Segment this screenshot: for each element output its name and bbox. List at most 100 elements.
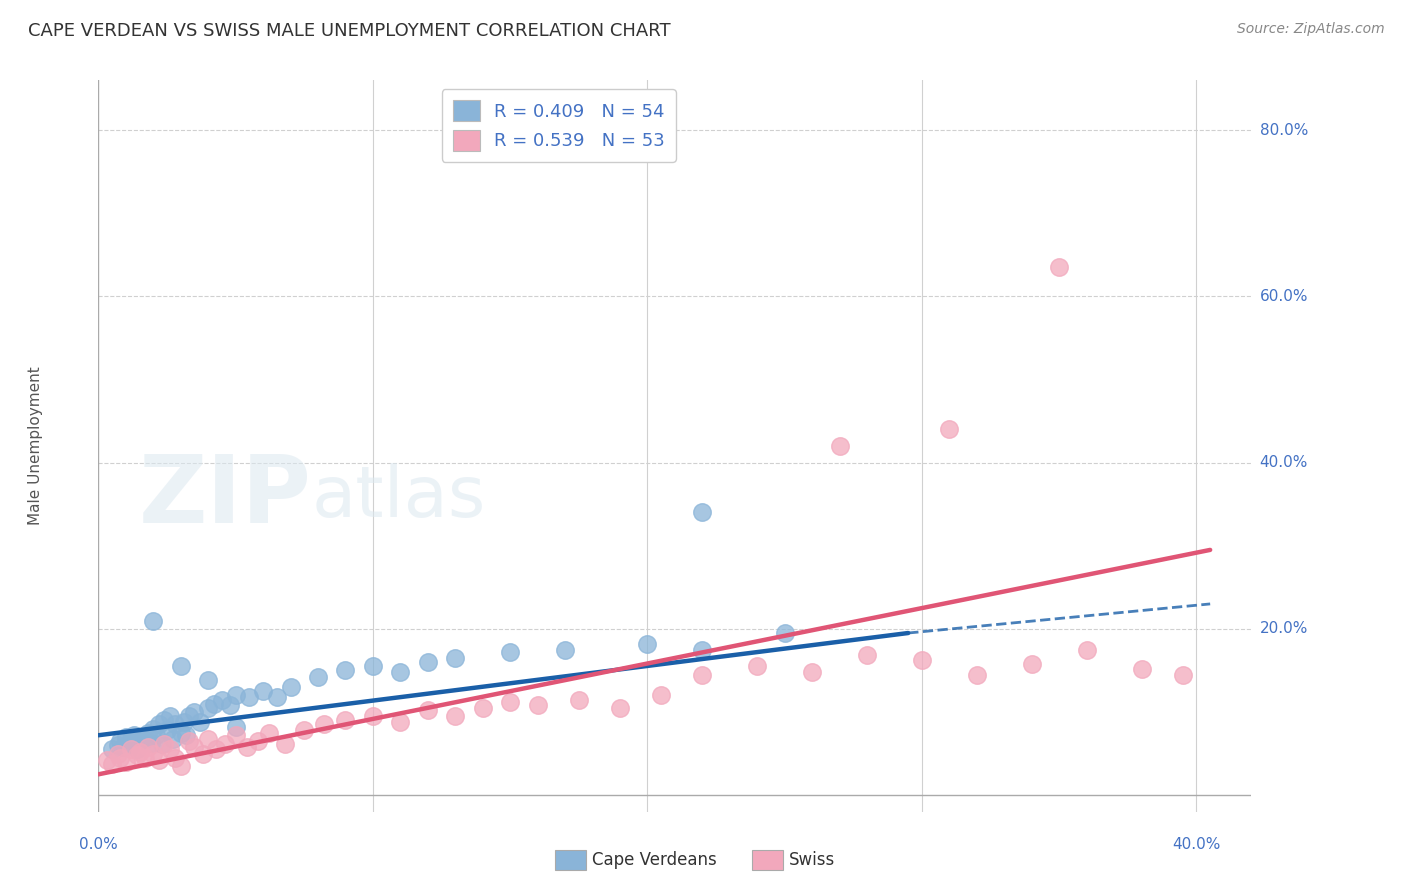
Point (110, 750, 132, 764)
Point (692, 667, 714, 681)
Point (801, 665, 824, 679)
Point (173, 714, 195, 729)
Point (188, 714, 211, 729)
Point (292, 723, 315, 738)
Point (117, 737, 139, 751)
Point (1021, 657, 1043, 671)
Point (128, 734, 150, 748)
Text: ZIP: ZIP (139, 451, 312, 543)
Text: Male Unemployment: Male Unemployment (28, 367, 42, 525)
Point (307, 670, 329, 684)
Point (101, 756, 124, 771)
Point (197, 673, 219, 688)
Point (636, 637, 658, 651)
Point (197, 701, 219, 715)
Point (246, 734, 269, 748)
Point (526, 698, 548, 713)
Point (609, 701, 631, 715)
Point (125, 742, 148, 756)
Point (142, 722, 165, 736)
Point (139, 736, 162, 750)
Point (773, 626, 796, 640)
Point (170, 759, 193, 773)
Point (142, 747, 165, 761)
Point (1047, 260, 1070, 275)
Point (499, 695, 522, 709)
Point (568, 692, 591, 706)
Point (148, 753, 170, 767)
Point (692, 642, 714, 657)
Point (202, 697, 225, 711)
Point (312, 717, 335, 731)
Point (1076, 642, 1098, 657)
Text: Swiss: Swiss (789, 851, 835, 869)
Point (150, 737, 173, 751)
Point (162, 731, 184, 746)
Text: Source: ZipAtlas.com: Source: ZipAtlas.com (1237, 22, 1385, 37)
Point (211, 692, 233, 706)
Text: 80.0%: 80.0% (1260, 123, 1308, 137)
Point (112, 739, 135, 754)
Point (153, 737, 176, 751)
Point (266, 690, 288, 704)
Point (214, 737, 236, 751)
Point (170, 659, 193, 673)
Point (554, 642, 576, 657)
Point (165, 750, 187, 764)
Point (499, 645, 522, 659)
Point (257, 725, 280, 739)
Point (238, 690, 260, 704)
Point (252, 684, 274, 698)
Point (747, 659, 769, 673)
Point (966, 667, 988, 681)
Point (107, 747, 129, 761)
Text: 40.0%: 40.0% (1260, 455, 1308, 470)
Point (96, 753, 118, 767)
Point (170, 725, 193, 739)
Point (115, 730, 138, 744)
Point (692, 506, 714, 520)
Point (280, 680, 302, 694)
Point (134, 750, 156, 764)
Point (416, 703, 439, 717)
Point (938, 422, 960, 436)
Text: Cape Verdeans: Cape Verdeans (592, 851, 717, 869)
Point (911, 653, 934, 667)
Point (136, 739, 159, 754)
Text: CAPE VERDEAN VS SWISS MALE UNEMPLOYMENT CORRELATION CHART: CAPE VERDEAN VS SWISS MALE UNEMPLOYMENT … (28, 22, 671, 40)
Point (177, 734, 200, 748)
Point (828, 439, 851, 453)
Point (110, 734, 132, 748)
Point (389, 665, 412, 679)
Point (183, 705, 205, 719)
Point (444, 709, 467, 723)
Point (174, 728, 197, 742)
Point (153, 714, 176, 728)
Point (134, 731, 156, 746)
Text: 40.0%: 40.0% (1173, 837, 1220, 852)
Legend: R = 0.409   N = 54, R = 0.539   N = 53: R = 0.409 N = 54, R = 0.539 N = 53 (441, 89, 676, 161)
Point (125, 748, 148, 763)
Point (183, 739, 205, 754)
Point (219, 698, 242, 713)
Point (107, 738, 129, 752)
Point (856, 648, 879, 663)
Point (1130, 662, 1153, 676)
Point (142, 614, 165, 628)
Point (389, 714, 412, 729)
Point (115, 755, 138, 769)
Text: 60.0%: 60.0% (1260, 289, 1308, 304)
Point (131, 730, 153, 744)
Point (120, 731, 142, 746)
Point (471, 701, 494, 715)
Point (101, 742, 124, 756)
Point (361, 659, 384, 673)
Point (197, 731, 219, 746)
Point (145, 728, 167, 742)
Point (156, 723, 179, 738)
Point (274, 737, 297, 751)
Point (1171, 667, 1194, 681)
Point (650, 689, 672, 703)
Point (177, 709, 200, 723)
Point (159, 742, 181, 756)
